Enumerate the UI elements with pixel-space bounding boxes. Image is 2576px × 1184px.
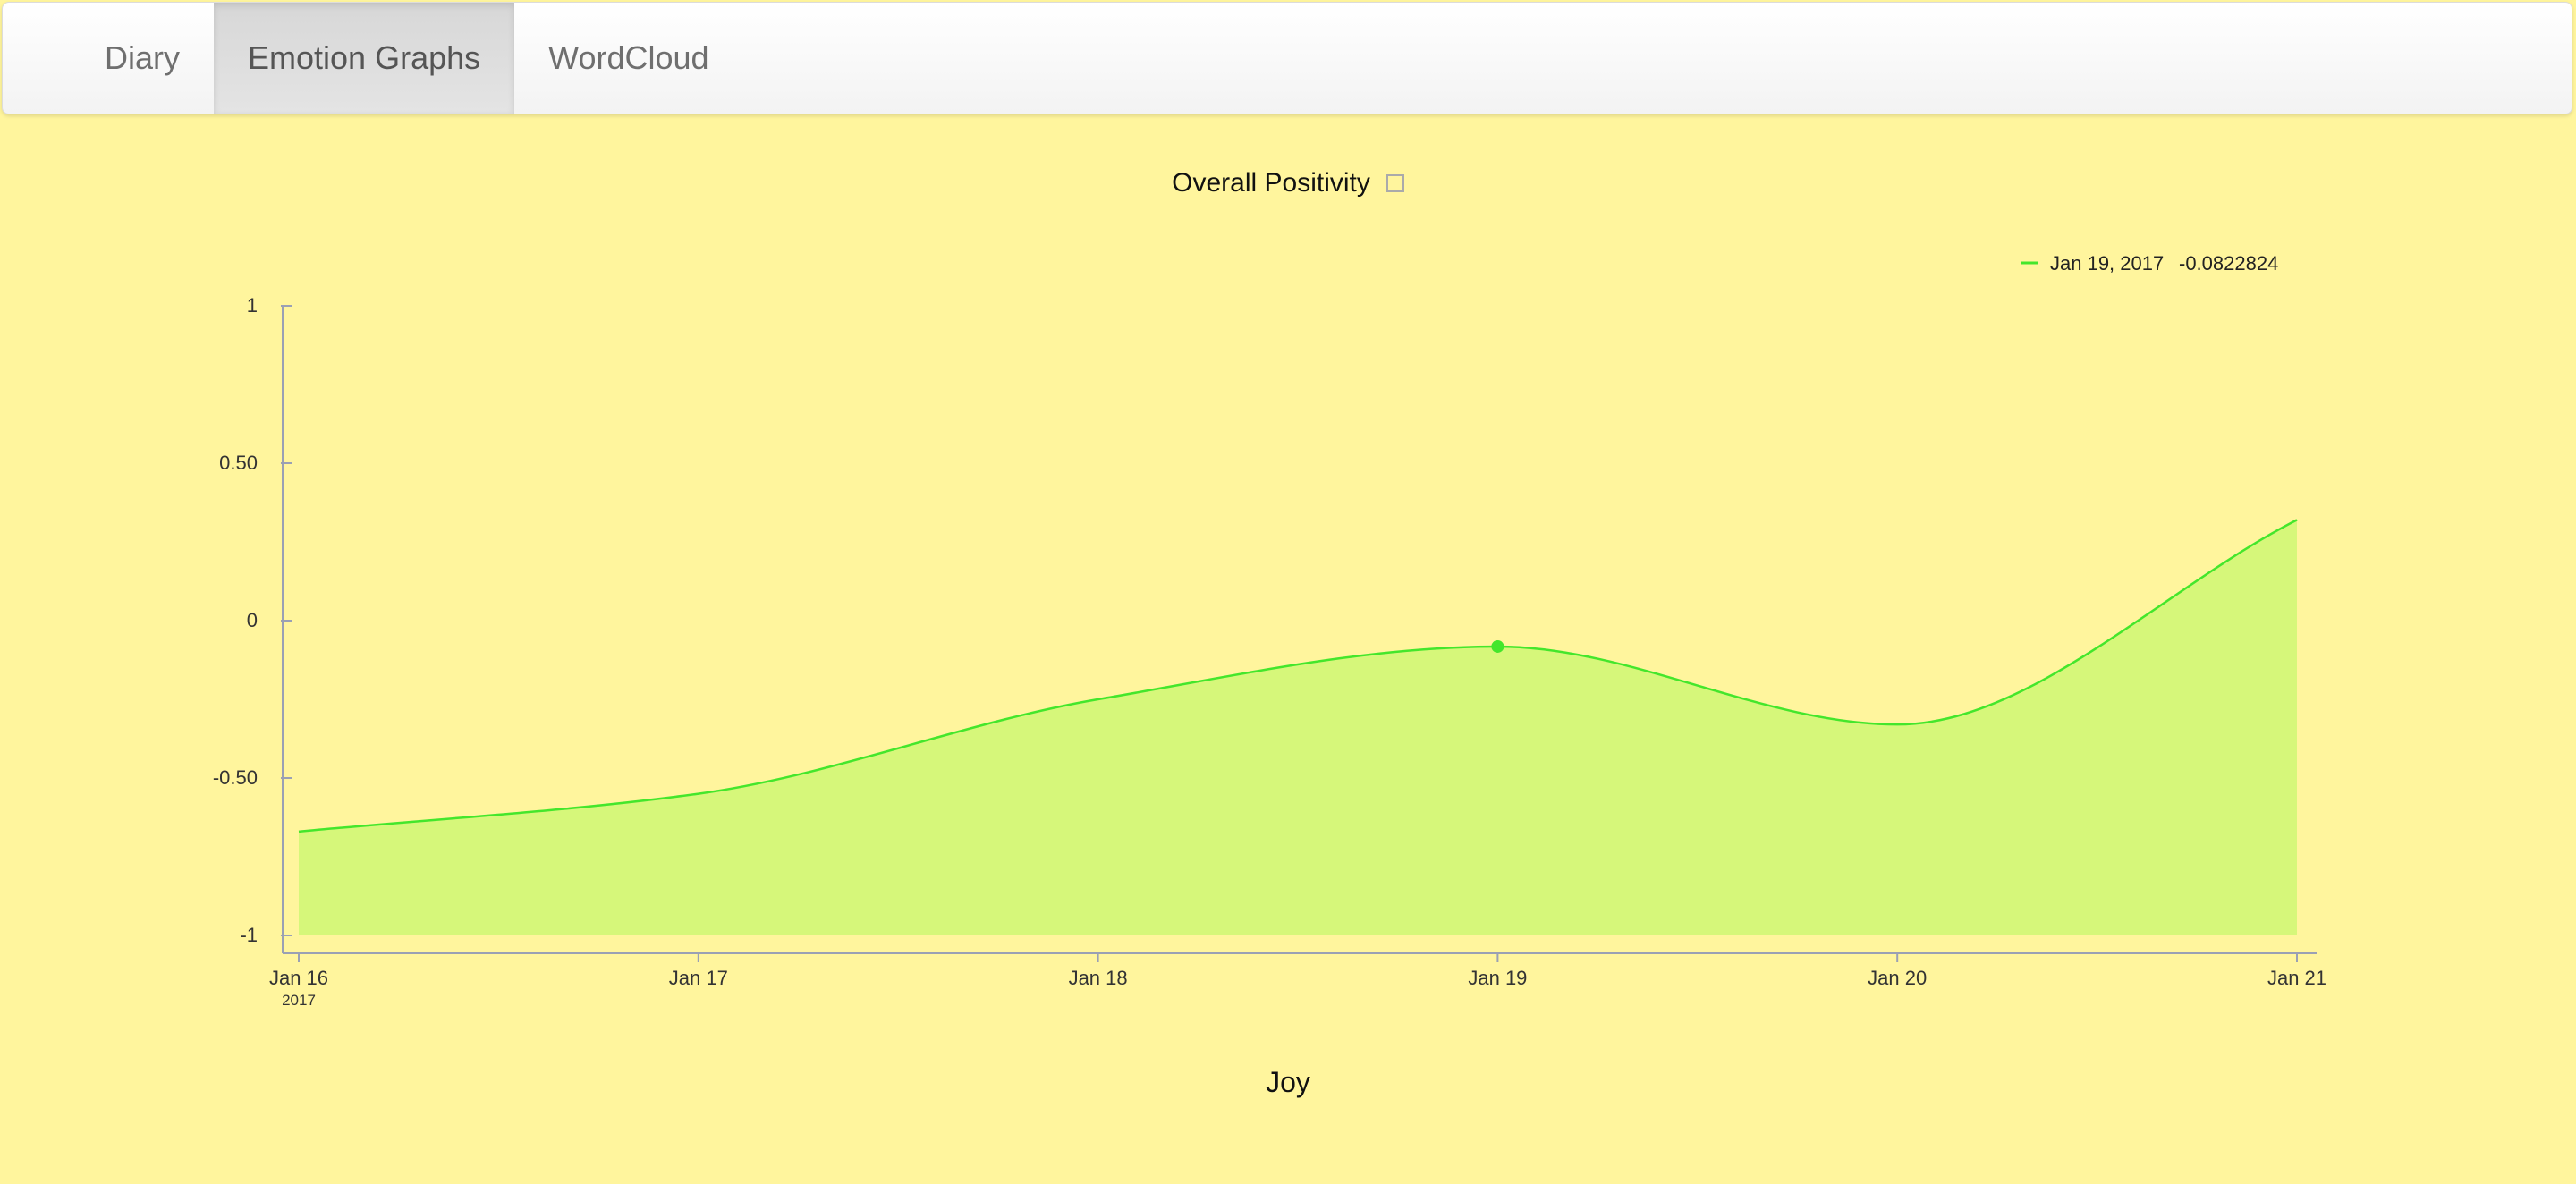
top-navbar: Diary Emotion Graphs WordCloud [2, 2, 2572, 114]
series-line [298, 519, 2298, 833]
axes: 1 0.50 0 -0.50 -1 Jan 16 Jan 17 Jan 18 Jan 19 Jan… [213, 294, 2326, 1009]
y-tick-label: 0 [247, 609, 258, 631]
x-tick-label: Jan 19 [1468, 967, 1527, 989]
tab-diary[interactable]: Diary [105, 39, 181, 76]
area-fill [299, 520, 2297, 935]
y-tick-label: 1 [247, 294, 258, 317]
y-tick-label: -1 [240, 924, 258, 946]
x-tick-label: Jan 20 [1868, 967, 1927, 989]
x-tick-label: Jan 17 [669, 967, 728, 989]
x-tick-label: Jan 18 [1069, 967, 1128, 989]
x-tick-label: Jan 21 [2267, 967, 2326, 989]
tooltip-date: Jan 19, 2017 [2050, 252, 2164, 275]
tooltip-value: -0.0822824 [2179, 252, 2278, 275]
collapse-toggle-icon[interactable] [1385, 174, 1404, 192]
joy-chart-title: Joy [1266, 1066, 1310, 1098]
tab-wordcloud[interactable]: WordCloud [548, 39, 709, 76]
chart-title: Overall Positivity [0, 168, 2576, 199]
legend-tooltip: Jan 19, 2017 -0.0822824 [2021, 252, 2278, 275]
chart-title-text: Overall Positivity [1172, 168, 1370, 198]
x-tick-year-label: 2017 [282, 992, 316, 1009]
tab-emotion-graphs[interactable]: Emotion Graphs [214, 3, 515, 114]
data-points[interactable] [1491, 639, 1504, 653]
x-tick-label: Jan 16 [269, 967, 328, 989]
highlighted-data-point [1491, 639, 1504, 653]
y-tick-label: -0.50 [213, 766, 258, 789]
y-tick-label: 0.50 [219, 452, 258, 474]
